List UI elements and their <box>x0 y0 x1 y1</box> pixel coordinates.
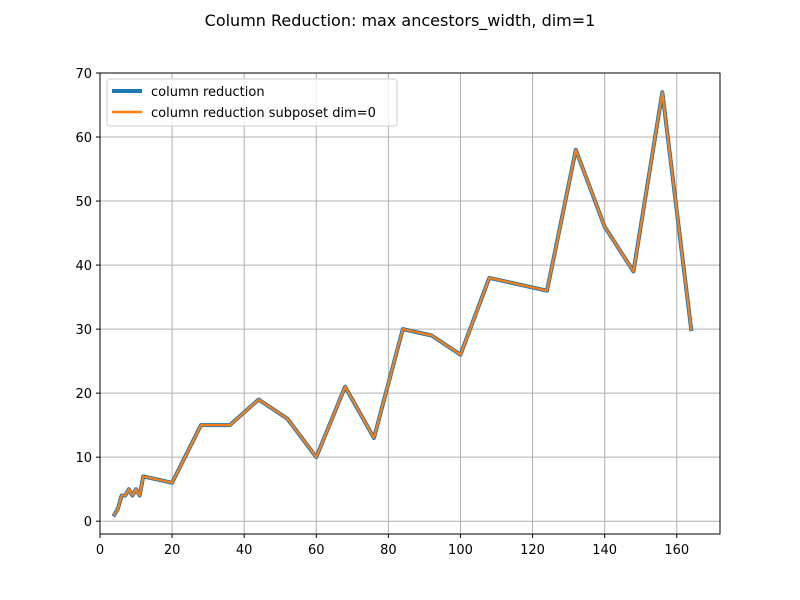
y-axis: 0 10 20 30 40 50 60 70 <box>75 67 100 530</box>
legend: column reduction column reduction subpos… <box>106 78 398 127</box>
x-tick-label: 140 <box>592 543 617 558</box>
x-axis: 0 20 40 60 80 100 120 140 160 <box>96 534 689 558</box>
x-tick-label: 20 <box>164 543 181 558</box>
x-tick-label: 0 <box>96 543 104 558</box>
y-tick-label: 60 <box>75 131 92 146</box>
x-tick-label: 60 <box>308 543 325 558</box>
chart-title: Column Reduction: max ancestors_width, d… <box>205 11 596 31</box>
y-tick-label: 50 <box>75 195 92 210</box>
grid <box>99 72 720 534</box>
x-tick-label: 160 <box>664 543 689 558</box>
legend-label-column-reduction: column reduction <box>151 85 265 100</box>
x-tick-label: 80 <box>380 543 397 558</box>
x-tick-label: 120 <box>520 543 545 558</box>
y-tick-label: 70 <box>75 67 92 82</box>
y-tick-label: 0 <box>84 515 92 530</box>
legend-label-column-reduction-subposet: column reduction subposet dim=0 <box>151 106 376 121</box>
axes-frame <box>99 72 721 535</box>
series-lines <box>111 90 694 518</box>
y-tick-label: 40 <box>75 259 92 274</box>
y-tick-label: 30 <box>75 323 92 338</box>
legend-box <box>106 78 398 127</box>
x-tick-label: 100 <box>448 543 473 558</box>
y-tick-label: 20 <box>75 387 92 402</box>
series-line-column-reduction-subposet-dim-0 <box>112 91 693 517</box>
x-tick-label: 40 <box>236 543 253 558</box>
y-tick-label: 10 <box>75 451 92 466</box>
